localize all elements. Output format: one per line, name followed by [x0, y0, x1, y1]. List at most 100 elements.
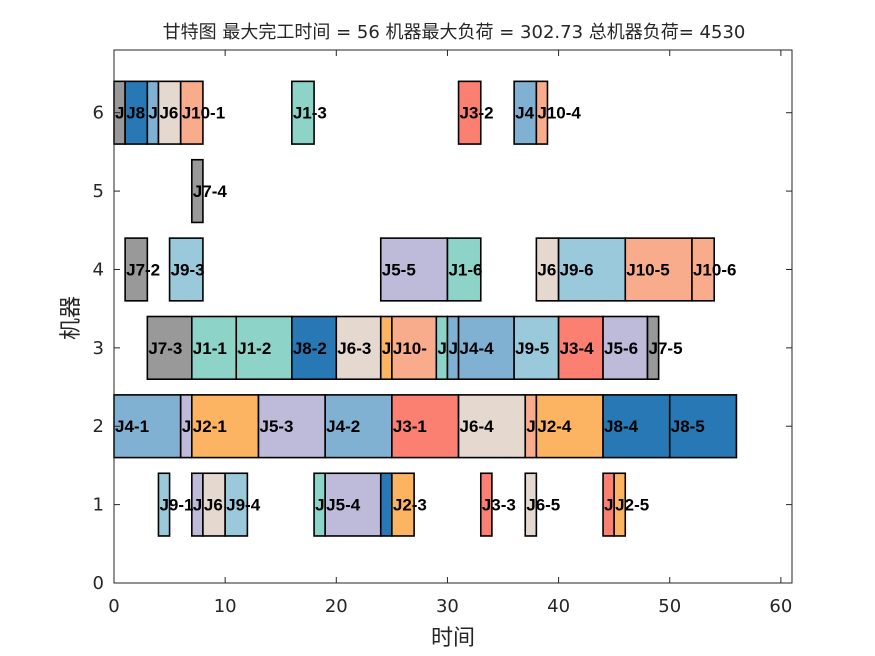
x-tick-label: 30 — [436, 596, 459, 617]
task-bar-m5-9 — [191, 158, 204, 224]
task-label-m2-35: J5-3 — [259, 417, 293, 436]
axes-box — [113, 49, 793, 584]
y-axis-ticks: 0 1 2 3 4 5 6 — [93, 103, 792, 594]
y-tick-label: 1 — [93, 495, 104, 516]
task-label-m1-52: J6-5 — [526, 496, 560, 515]
task-bar-m4-13 — [446, 237, 482, 302]
x-tick-label: 60 — [769, 596, 792, 617]
task-bar-m4-12 — [379, 237, 449, 302]
bar-labels-layer: J J8 J J6 J10-1 J1-3 J3-2 J4 J10-4J7-4J7-2 J9-3 J5… — [115, 104, 736, 515]
task-bar-m3-21 — [291, 315, 338, 381]
task-label-m2-39: J — [526, 417, 535, 436]
task-bar-m6-8 — [535, 80, 549, 145]
task-label-m4-13: J1-6 — [448, 260, 482, 279]
task-label-m6-6: J3-2 — [460, 104, 494, 123]
task-bar-m1-46 — [224, 472, 249, 537]
x-tick-label: 40 — [547, 596, 570, 617]
task-label-m4-17: J10-6 — [693, 260, 736, 279]
task-bar-m1-50 — [391, 472, 415, 537]
task-bar-m4-10 — [124, 237, 149, 302]
task-label-m1-45: J6 — [204, 496, 223, 515]
task-label-m1-54: J2-5 — [615, 496, 649, 515]
task-bar-m3-24 — [391, 315, 438, 381]
task-label-m6-7: J4 — [515, 104, 534, 123]
task-bar-m6-4 — [179, 80, 204, 145]
task-label-m4-11: J9-3 — [171, 260, 205, 279]
task-bar-m1-49 — [379, 472, 393, 537]
task-bar-m1-48 — [324, 472, 382, 537]
task-bar-m6-6 — [457, 80, 482, 145]
y-axis-label: 机器 — [59, 296, 84, 340]
task-bar-m1-52 — [524, 472, 538, 537]
task-bar-m3-20 — [235, 315, 293, 381]
task-bar-m4-11 — [168, 237, 204, 302]
task-bar-m1-43 — [157, 472, 171, 537]
task-label-m6-5: J1-3 — [293, 104, 327, 123]
x-axis-ticks: 0 10 20 30 40 50 60 — [108, 50, 792, 617]
task-bar-m4-17 — [691, 237, 715, 302]
task-label-m2-42: J8-5 — [671, 417, 705, 436]
task-label-m3-30: J5-6 — [604, 339, 638, 358]
task-label-m5-9: J7-4 — [193, 182, 228, 201]
x-tick-label: 20 — [325, 596, 348, 617]
task-label-m3-23: J — [382, 339, 391, 358]
bars-layer — [113, 80, 738, 537]
task-label-m6-2: J — [148, 104, 157, 123]
task-label-m3-27: J4-4 — [460, 339, 495, 358]
task-label-m4-15: J9-6 — [560, 260, 594, 279]
task-label-m6-3: J6 — [159, 104, 178, 123]
task-label-m1-43: J9-1 — [159, 496, 193, 515]
x-tick-label: 50 — [658, 596, 681, 617]
task-bar-m3-28 — [513, 315, 560, 381]
task-label-m3-29: J3-4 — [560, 339, 595, 358]
task-label-m3-19: J1-1 — [193, 339, 227, 358]
task-bar-m2-40 — [535, 394, 604, 459]
task-bar-m3-31 — [646, 315, 660, 381]
task-label-m4-10: J7-2 — [126, 260, 160, 279]
task-bar-m3-18 — [146, 315, 193, 381]
task-label-m4-14: J6 — [537, 260, 556, 279]
x-tick-label: 0 — [108, 596, 119, 617]
task-label-m6-1: J8 — [126, 104, 145, 123]
task-label-m3-25: J — [437, 339, 446, 358]
task-label-m3-21: J8-2 — [293, 339, 327, 358]
y-tick-label: 4 — [93, 259, 104, 280]
task-bar-m4-15 — [557, 237, 627, 302]
task-bar-m2-38 — [457, 394, 527, 459]
task-label-m3-20: J1-2 — [237, 339, 271, 358]
task-label-m1-51: J3-3 — [482, 496, 516, 515]
task-bar-m1-54 — [613, 472, 627, 537]
task-label-m1-48: J5-4 — [326, 496, 361, 515]
task-label-m6-8: J10-4 — [537, 104, 581, 123]
task-label-m2-33: J — [182, 417, 191, 436]
x-tick-label: 10 — [214, 596, 237, 617]
task-label-m2-41: J8-4 — [604, 417, 639, 436]
task-bar-m4-16 — [624, 237, 693, 302]
y-tick-label: 6 — [93, 103, 104, 124]
task-label-m2-34: J2-1 — [193, 417, 227, 436]
task-label-m3-24: J10- — [393, 339, 427, 358]
task-label-m1-50: J2-3 — [393, 496, 427, 515]
task-label-m2-38: J6-4 — [460, 417, 495, 436]
task-label-m3-28: J9-5 — [515, 339, 549, 358]
task-label-m3-31: J7-5 — [649, 339, 683, 358]
task-label-m3-22: J6-3 — [337, 339, 371, 358]
task-label-m1-47: J — [315, 496, 324, 515]
task-bar-m3-27 — [457, 315, 515, 381]
task-label-m4-12: J5-5 — [382, 260, 416, 279]
task-bar-m2-37 — [391, 394, 460, 459]
y-tick-label: 2 — [93, 416, 104, 437]
task-label-m3-26: J — [448, 339, 457, 358]
task-label-m1-53: J — [604, 496, 613, 515]
x-axis-label: 时间 — [431, 626, 475, 651]
task-label-m2-36: J4-2 — [326, 417, 360, 436]
task-label-m6-4: J10-1 — [182, 104, 225, 123]
y-tick-label: 5 — [93, 181, 104, 202]
task-bar-m3-22 — [335, 315, 382, 381]
task-label-m2-32: J4-1 — [115, 417, 149, 436]
task-label-m2-37: J3-1 — [393, 417, 427, 436]
chart-title: 甘特图 最大完工时间 = 56 机器最大负荷 = 302.73 总机器负荷= 4… — [163, 22, 746, 43]
task-bar-m1-51 — [479, 472, 493, 537]
task-label-m1-44: J — [193, 496, 202, 515]
